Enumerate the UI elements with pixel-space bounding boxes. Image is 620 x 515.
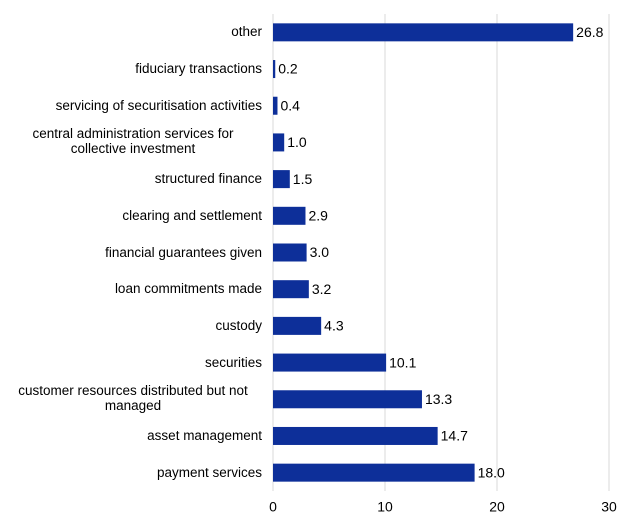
value-label: 1.0 [287,134,307,150]
category-label-box: structured finance [0,170,262,188]
y-tick-label: central administration services for coll… [32,126,234,157]
category-label-box: servicing of securitisation activities [0,97,262,115]
category-label-box: custody [0,317,262,335]
y-tick-label: other [231,24,262,40]
bar [273,243,307,262]
y-tick-label: asset management [147,427,262,443]
bar [273,206,306,225]
bar [273,23,574,42]
y-tick-label: custody [215,317,262,333]
category-label-box: fiduciary transactions [0,60,262,78]
x-tick-label: 0 [269,499,277,515]
y-tick-label: servicing of securitisation activities [55,97,262,113]
value-label: 0.4 [280,97,300,113]
value-label: 18.0 [478,464,505,480]
y-tick-label: customer resources distributed but not m… [18,383,248,414]
category-label-box: customer resources distributed but not m… [0,383,262,415]
category-label-box: clearing and settlement [0,207,262,225]
bar [273,170,290,189]
value-label: 3.0 [310,244,330,260]
bar [273,60,276,79]
category-label-box: financial guarantees given [0,244,262,262]
category-label-box: loan commitments made [0,280,262,298]
y-tick-label: securities [204,354,262,370]
y-tick-label: fiduciary transactions [135,61,262,77]
category-label-box: securities [0,354,262,372]
value-label: 13.3 [425,391,452,407]
value-label: 4.3 [324,318,344,334]
value-label: 26.8 [576,24,603,40]
value-label: 14.7 [441,428,468,444]
y-tick-label: clearing and settlement [122,207,262,223]
y-tick-label: loan commitments made [114,281,262,297]
x-tick-label: 20 [489,499,505,515]
bar [273,280,309,299]
bar [273,133,285,152]
x-tick-label: 30 [601,499,617,515]
value-label: 2.9 [308,208,328,224]
x-tick-label: 10 [377,499,393,515]
value-label: 10.1 [389,354,416,370]
y-tick-label: payment services [156,464,262,480]
y-tick-label: financial guarantees given [105,244,262,260]
bar [273,96,278,115]
bar [273,353,387,372]
value-label: 0.2 [278,61,298,77]
bar [273,316,322,335]
category-label-box: central administration services for coll… [0,126,262,158]
category-label-box: payment services [0,464,262,482]
category-label-box: other [0,23,262,41]
value-label: 1.5 [293,171,313,187]
bar [273,426,438,445]
category-label-box: asset management [0,427,262,445]
value-label: 3.2 [312,281,332,297]
bar [273,463,475,482]
y-tick-label: structured finance [154,171,262,187]
bar [273,390,422,409]
